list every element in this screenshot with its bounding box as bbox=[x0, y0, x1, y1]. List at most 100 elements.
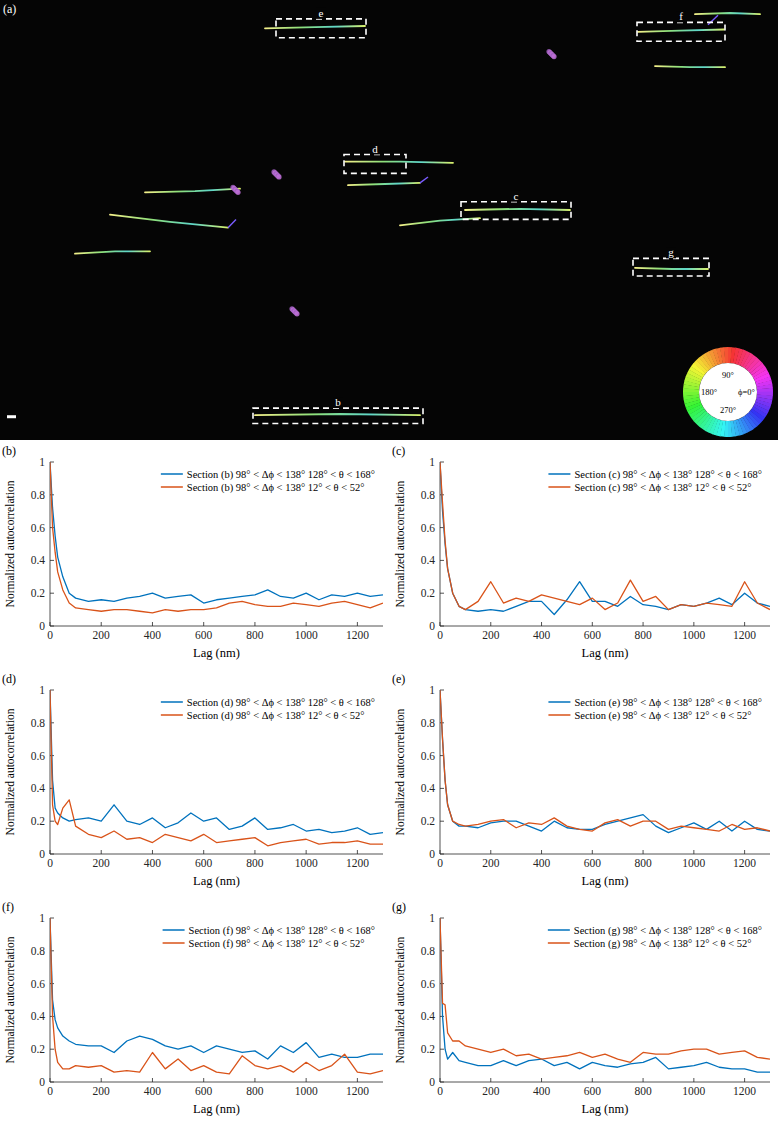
x-tick-label: 400 bbox=[533, 1085, 551, 1097]
x-tick-label: 1000 bbox=[682, 857, 705, 869]
x-axis bbox=[440, 854, 770, 855]
series-line bbox=[50, 462, 383, 613]
x-tick-label: 0 bbox=[47, 1085, 53, 1097]
y-tick-label: 0.2 bbox=[31, 587, 46, 599]
series-line bbox=[50, 918, 383, 1059]
y-axis-title: Normalized autocorrelation bbox=[4, 936, 16, 1063]
series-line bbox=[440, 918, 770, 1072]
wheel-label: 180° bbox=[701, 387, 717, 397]
y-tick-label: 1 bbox=[429, 912, 435, 924]
y-tick-label: 0 bbox=[39, 1076, 45, 1088]
filament bbox=[75, 251, 150, 253]
y-tick-label: 1 bbox=[429, 456, 435, 468]
x-tick-label: 400 bbox=[144, 857, 162, 869]
x-tick-label: 800 bbox=[634, 629, 652, 641]
x-tick bbox=[306, 850, 307, 854]
wheel-label: 270° bbox=[720, 405, 736, 415]
y-tick bbox=[440, 560, 444, 561]
legend-label: Section (b) 98° < Δϕ < 138° 12° < θ < 52… bbox=[187, 482, 365, 494]
x-tick bbox=[50, 850, 51, 854]
x-axis bbox=[440, 626, 770, 627]
x-tick-label: 200 bbox=[93, 629, 111, 641]
chart: (b)02004006008001000120000.20.40.60.81La… bbox=[2, 444, 383, 660]
filament bbox=[110, 215, 228, 228]
y-tick-label: 0.4 bbox=[421, 554, 436, 566]
y-tick-label: 0.8 bbox=[421, 489, 436, 501]
y-tick bbox=[50, 593, 54, 594]
y-axis-title: Normalized autocorrelation bbox=[394, 480, 406, 607]
y-tick-label: 0.2 bbox=[31, 1043, 46, 1055]
box-label: g bbox=[668, 246, 674, 258]
y-tick bbox=[440, 821, 444, 822]
x-tick bbox=[254, 1078, 255, 1082]
y-axis-title: Normalized autocorrelation bbox=[394, 936, 406, 1063]
y-tick-label: 0.6 bbox=[31, 750, 46, 762]
x-tick-label: 600 bbox=[195, 1085, 213, 1097]
x-tick bbox=[693, 622, 694, 626]
panel-label: (c) bbox=[392, 444, 405, 458]
panel-label: (b) bbox=[2, 444, 16, 458]
y-tick-label: 0.6 bbox=[421, 522, 436, 534]
legend-background bbox=[161, 922, 379, 952]
x-tick bbox=[744, 622, 745, 626]
x-tick-label: 1200 bbox=[733, 629, 756, 641]
y-tick-label: 0.2 bbox=[421, 815, 436, 827]
x-tick-label: 1200 bbox=[733, 1085, 756, 1097]
x-tick-label: 600 bbox=[195, 629, 213, 641]
x-tick-label: 600 bbox=[584, 629, 602, 641]
x-tick bbox=[101, 622, 102, 626]
filament-tail bbox=[228, 219, 236, 227]
x-tick-label: 1000 bbox=[682, 629, 705, 641]
legend-background bbox=[546, 694, 766, 724]
wheel-segment bbox=[683, 388, 699, 392]
box-label: d bbox=[372, 143, 378, 155]
y-tick bbox=[440, 788, 444, 789]
legend-swatch bbox=[548, 473, 570, 475]
x-tick-label: 400 bbox=[144, 1085, 162, 1097]
y-tick-label: 0.8 bbox=[421, 717, 436, 729]
x-tick-label: 1200 bbox=[346, 1085, 369, 1097]
y-tick bbox=[440, 1082, 444, 1083]
y-tick-label: 1 bbox=[39, 912, 45, 924]
legend-swatch bbox=[548, 701, 570, 703]
legend-swatch bbox=[163, 929, 185, 931]
y-tick-label: 0.2 bbox=[421, 587, 436, 599]
x-tick bbox=[203, 1078, 204, 1082]
y-tick-label: 0.4 bbox=[421, 782, 436, 794]
y-tick bbox=[440, 626, 444, 627]
label-patch bbox=[333, 397, 343, 408]
plot-lines bbox=[50, 462, 383, 613]
y-tick-label: 0.8 bbox=[421, 945, 436, 957]
box-label: c bbox=[514, 190, 519, 202]
y-tick-label: 1 bbox=[39, 456, 45, 468]
wheel-segment bbox=[757, 392, 773, 396]
label-patch bbox=[370, 144, 380, 155]
x-axis bbox=[50, 1082, 383, 1083]
chart: (f)02004006008001000120000.20.40.60.81La… bbox=[2, 900, 383, 1116]
y-tick bbox=[50, 626, 54, 627]
x-axis-title: Lag (nm) bbox=[582, 874, 629, 888]
legend-swatch bbox=[161, 714, 183, 716]
x-tick bbox=[693, 1078, 694, 1082]
section-box bbox=[633, 258, 709, 276]
blob bbox=[293, 310, 298, 315]
series-line bbox=[50, 690, 383, 834]
x-tick-label: 1200 bbox=[346, 629, 369, 641]
x-axis-title: Lag (nm) bbox=[582, 1102, 629, 1116]
series-line bbox=[440, 690, 770, 831]
x-tick bbox=[50, 1078, 51, 1082]
filament-tail bbox=[708, 15, 718, 24]
x-tick-label: 1000 bbox=[295, 629, 318, 641]
x-tick bbox=[541, 850, 542, 854]
y-tick-label: 0 bbox=[429, 1076, 435, 1088]
x-tick-label: 400 bbox=[533, 857, 551, 869]
legend-swatch bbox=[161, 473, 183, 475]
x-axis bbox=[50, 854, 383, 855]
x-axis-title: Lag (nm) bbox=[582, 646, 629, 660]
blob bbox=[294, 311, 299, 316]
legend-background bbox=[159, 466, 379, 496]
x-tick bbox=[643, 1078, 644, 1082]
filament bbox=[345, 162, 453, 163]
y-tick-label: 0.6 bbox=[421, 750, 436, 762]
x-tick bbox=[306, 1078, 307, 1082]
